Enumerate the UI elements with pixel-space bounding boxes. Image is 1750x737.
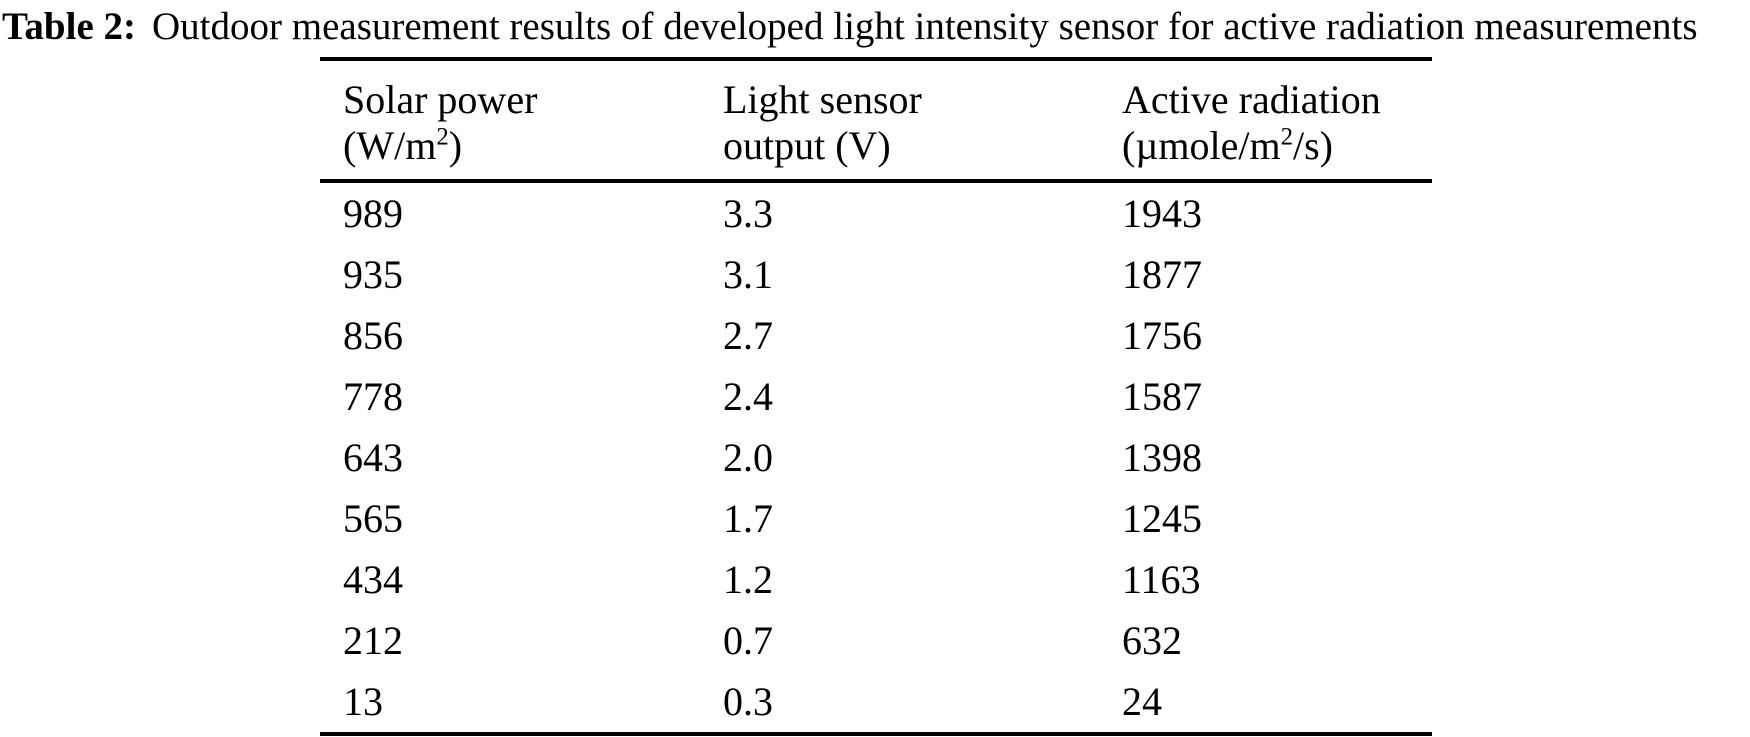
superscript: 2 [436,123,449,151]
table-cell: 2.0 [723,435,773,480]
table-cell: 2.4 [723,374,773,419]
table-row: 643 2.0 1398 [320,427,1432,488]
table-cell: 1587 [1122,374,1202,419]
table-cell: 565 [343,496,403,541]
table-cell: 0.7 [723,618,773,663]
table-header-row: Solar power (W/m2) Light sensor output (… [320,59,1432,183]
table-cell: 0.3 [723,679,773,724]
table-caption: Table 2: Outdoor measurement results of d… [2,2,1750,52]
measurement-table: Solar power (W/m2) Light sensor output (… [320,57,1432,736]
table-row: 565 1.7 1245 [320,488,1432,549]
table-row: 434 1.2 1163 [320,549,1432,610]
column-header-line1: Light sensor [723,77,922,122]
column-header-line1: Solar power [343,77,538,122]
column-header-line1: Active radiation [1122,77,1381,122]
column-header-unit: (µmole/m2/s) [1122,123,1333,168]
table-cell: 13 [343,679,383,724]
table-cell: 778 [343,374,403,419]
table-body: 989 3.3 1943 935 3.1 1877 856 2.7 1756 778 2.4 1587… [320,181,1432,734]
table-row: 989 3.3 1943 [320,181,1432,244]
table-cell: 1.7 [723,496,773,541]
column-header-unit: output (V) [723,123,891,168]
table-cell: 643 [343,435,403,480]
table-caption-text: Outdoor measurement results of developed… [152,5,1698,48]
table-cell: 1756 [1122,313,1202,358]
column-header-light-sensor-output: Light sensor output (V) [723,59,1122,183]
table-row: 935 3.1 1877 [320,244,1432,305]
table-row: 856 2.7 1756 [320,305,1432,366]
table-cell: 935 [343,252,403,297]
table-cell: 632 [1122,618,1182,663]
table-cell: 2.7 [723,313,773,358]
table-cell: 1163 [1122,557,1201,602]
table-cell: 1943 [1122,191,1202,236]
table-row: 13 0.3 24 [320,671,1432,734]
table-row: 778 2.4 1587 [320,366,1432,427]
superscript: 2 [1280,123,1293,151]
column-header-unit: (W/m2) [343,123,463,168]
table-cell: 1398 [1122,435,1202,480]
column-header-solar-power: Solar power (W/m2) [320,59,723,183]
table-cell: 1877 [1122,252,1202,297]
table-cell: 1245 [1122,496,1202,541]
table-cell: 1.2 [723,557,773,602]
table-cell: 24 [1122,679,1162,724]
table-row: 212 0.7 632 [320,610,1432,671]
table-cell: 3.1 [723,252,773,297]
table-cell: 212 [343,618,403,663]
table-cell: 3.3 [723,191,773,236]
table-cell: 856 [343,313,403,358]
table-caption-label: Table 2: [2,5,137,48]
table-cell: 989 [343,191,403,236]
table-cell: 434 [343,557,403,602]
table-header: Solar power (W/m2) Light sensor output (… [320,59,1432,183]
column-header-active-radiation: Active radiation (µmole/m2/s) [1122,59,1432,183]
